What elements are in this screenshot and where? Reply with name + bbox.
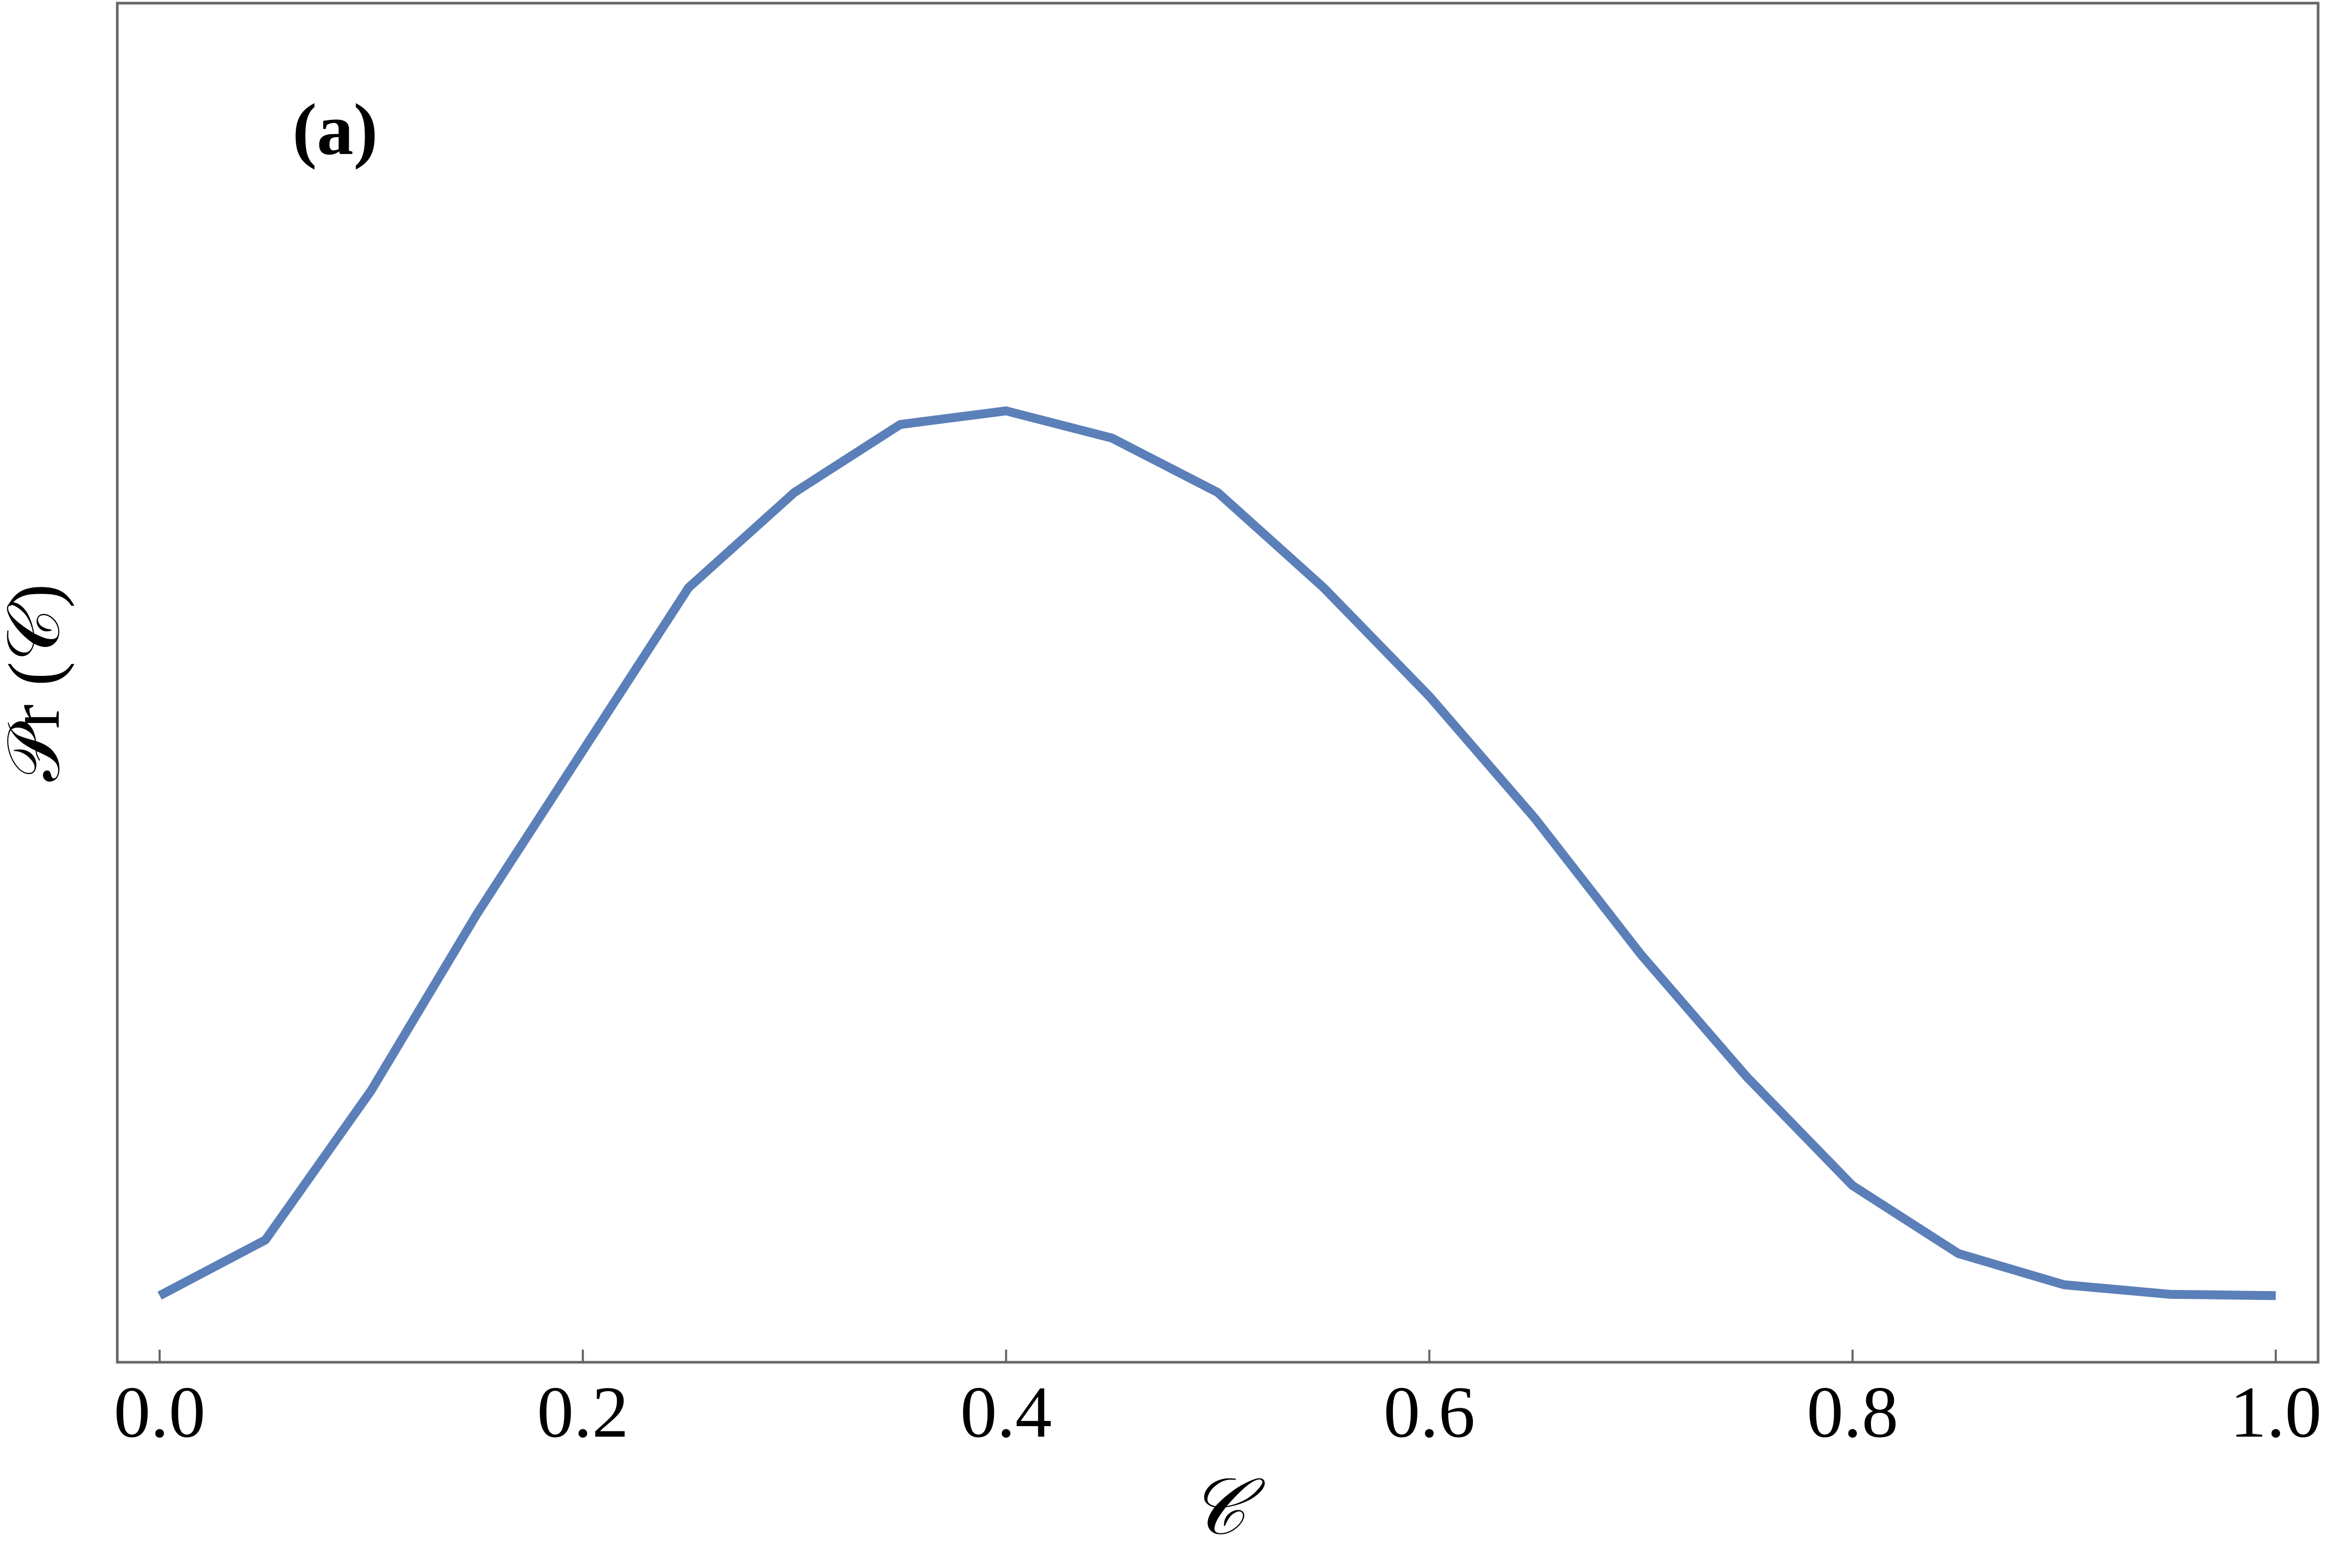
data-line (157, 406, 2276, 1300)
x-tick-label: 0.0 (114, 1372, 205, 1453)
x-tick-label: 0.4 (960, 1372, 1052, 1453)
x-tick-label: 0.2 (537, 1372, 629, 1453)
x-tick-label: 0.8 (1807, 1372, 1898, 1453)
x-axis-label: 𝒞 (1189, 1464, 1265, 1551)
y-axis-label: 𝒫r (𝒞) (0, 584, 75, 782)
x-tick-label: 1.0 (2230, 1372, 2322, 1453)
x-tick-label: 0.6 (1383, 1372, 1475, 1453)
plot-frame (116, 2, 2320, 1364)
panel-label: (a) (292, 89, 378, 170)
